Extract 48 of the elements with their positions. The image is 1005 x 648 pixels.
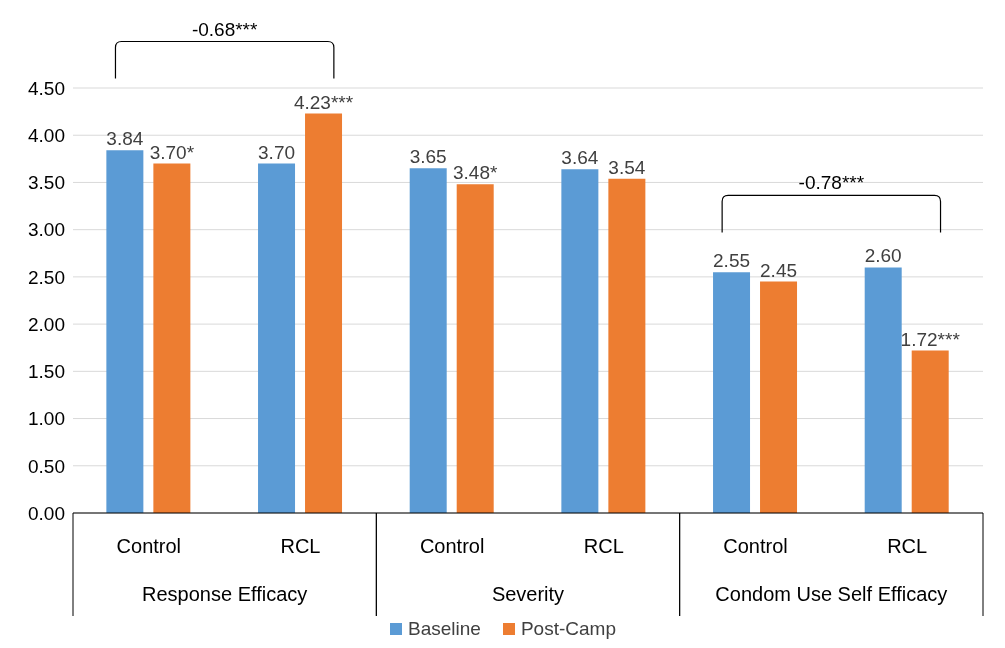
bar	[608, 178, 646, 513]
data-label: 3.64	[561, 147, 599, 169]
data-label: 3.54	[608, 156, 646, 178]
data-label: 3.70	[258, 141, 296, 163]
data-label: 3.84	[106, 128, 144, 150]
bar	[561, 169, 599, 513]
y-tick-label: 1.00	[28, 408, 65, 430]
text: Response Efficacy	[142, 583, 308, 605]
bar	[456, 184, 494, 513]
y-tick-label: 0.50	[28, 455, 65, 477]
data-label: 2.45	[760, 259, 798, 281]
y-tick-label: 0.00	[28, 502, 65, 524]
data-label: 3.48*	[453, 162, 498, 184]
y-tick-label: 4.00	[28, 124, 65, 146]
y-tick-label: 1.50	[28, 361, 65, 383]
data-label: 4.23***	[293, 91, 354, 113]
bar	[106, 150, 144, 513]
text: Severity	[491, 583, 565, 605]
legend-label: Baseline	[407, 618, 481, 640]
data-label: 3.70*	[149, 141, 195, 163]
bar	[864, 267, 902, 513]
y-tick-label: 2.50	[28, 266, 65, 288]
text: Condom Use Self Efficacy	[715, 583, 948, 605]
x-tick-label: RCL	[280, 535, 321, 557]
bracket: -0.78***	[721, 172, 942, 234]
bar	[713, 272, 751, 513]
x-tick-label: RCL	[583, 535, 624, 557]
y-tick-label: 3.00	[28, 219, 65, 241]
y-tick-label: 2.00	[28, 313, 65, 335]
x-tick-label: Control	[419, 535, 485, 557]
bar	[911, 350, 949, 513]
y-tick-label: 4.50	[28, 77, 65, 99]
bar	[258, 163, 296, 513]
legend-label: Post-Camp	[519, 618, 616, 640]
bar	[760, 281, 798, 513]
bar	[305, 113, 343, 513]
x-tick-label: Control	[116, 535, 182, 557]
data-label: 3.65	[409, 146, 447, 168]
y-tick-label: 3.50	[28, 172, 65, 194]
bracket: -0.68***	[114, 18, 335, 80]
annotation: -0.78***	[798, 172, 865, 194]
bar	[153, 163, 191, 513]
x-tick-label: Control	[723, 535, 788, 557]
data-label: 2.55	[713, 250, 751, 272]
bar	[409, 168, 447, 513]
data-label: 1.72***	[900, 328, 961, 350]
x-tick-label: RCL	[887, 535, 928, 557]
data-label: 2.60	[864, 245, 902, 267]
